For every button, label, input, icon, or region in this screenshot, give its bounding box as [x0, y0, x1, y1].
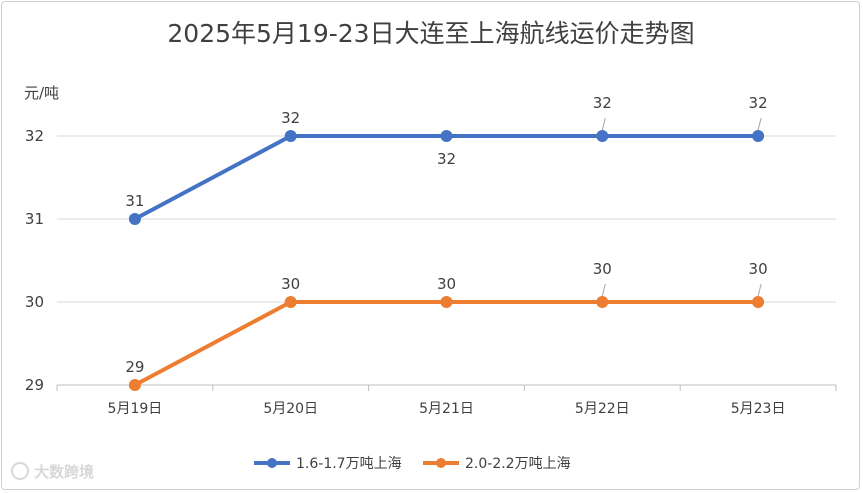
legend-swatch-marker	[436, 458, 446, 468]
data-label: 32	[749, 94, 768, 112]
y-tick-label: 30	[25, 293, 44, 311]
y-tick-label: 31	[25, 210, 44, 228]
y-tick-label: 29	[25, 376, 44, 394]
x-tick-label: 5月19日	[108, 401, 163, 417]
data-label-leader	[757, 117, 762, 131]
data-label-leader	[601, 117, 606, 131]
data-label: 30	[593, 260, 612, 278]
x-axis: 5月19日 5月20日 5月21日 5月22日 5月23日	[56, 385, 837, 417]
watermark-text: 大数跨境	[34, 463, 94, 481]
x-tick-label: 5月22日	[575, 401, 630, 417]
data-point	[284, 130, 297, 142]
watermark-logo-icon	[11, 462, 29, 480]
data-point	[440, 296, 453, 308]
chart-title: 2025年5月19-23日大连至上海航线运价走势图	[167, 19, 694, 48]
x-tick-label: 5月21日	[419, 401, 474, 417]
legend-entry-1: 1.6-1.7万吨上海	[296, 456, 402, 472]
data-point	[128, 379, 141, 391]
data-point	[284, 296, 297, 308]
y-axis-ticks: 29 30 31 32	[25, 127, 44, 394]
data-label: 30	[281, 275, 300, 293]
series-line-2	[132, 300, 761, 387]
data-point	[128, 213, 141, 225]
data-label: 32	[593, 94, 612, 112]
data-point	[596, 296, 609, 308]
data-label: 32	[281, 109, 300, 127]
x-tick-label: 5月20日	[263, 401, 318, 417]
data-label: 29	[125, 358, 144, 376]
data-label: 30	[749, 260, 768, 278]
data-label: 31	[125, 192, 144, 210]
data-point	[596, 130, 609, 142]
x-tick-label: 5月23日	[731, 401, 786, 417]
data-label: 32	[437, 150, 456, 168]
series-lines	[128, 130, 765, 391]
data-label-leader	[757, 283, 762, 297]
data-labels: 31 32 32 32 32 29 30 30 30 30	[125, 94, 767, 376]
data-point	[752, 130, 765, 142]
watermark: 大数跨境	[11, 462, 94, 481]
legend-entry-2: 2.0-2.2万吨上海	[465, 456, 571, 472]
data-label-leader	[601, 283, 606, 297]
series-line-1	[132, 134, 761, 221]
legend-swatch-marker	[267, 458, 277, 468]
legend: 1.6-1.7万吨上海 2.0-2.2万吨上海	[254, 456, 571, 472]
data-point	[440, 130, 453, 142]
y-axis-unit-label: 元/吨	[24, 84, 59, 102]
y-tick-label: 32	[25, 127, 44, 145]
gridlines	[57, 135, 836, 386]
data-label: 30	[437, 275, 456, 293]
data-point	[752, 296, 765, 308]
